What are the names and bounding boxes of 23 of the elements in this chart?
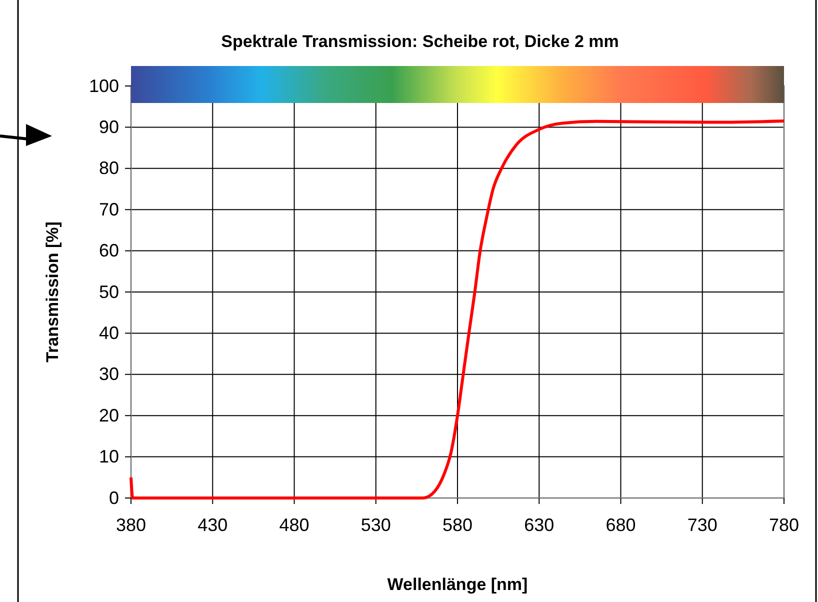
y-tick-label: 100 [88, 76, 119, 96]
y-tick-label: 40 [98, 322, 119, 343]
x-tick-label: 780 [768, 514, 800, 535]
y-tick-label: 70 [98, 199, 119, 220]
y-tick-label: 20 [98, 405, 119, 426]
x-tick-label: 430 [198, 514, 228, 535]
y-tick-label: 50 [98, 282, 119, 302]
y-tick-label: 10 [98, 446, 119, 467]
y-tick-label: 30 [98, 364, 119, 384]
y-tick-label: 90 [98, 116, 119, 137]
x-tick-label: 630 [524, 514, 554, 535]
x-axis-title: Wellenlänge [nm] [387, 575, 528, 594]
x-tick-label: 580 [442, 514, 473, 535]
y-tick-label: 0 [108, 488, 119, 508]
y-axis-title: Transmission [%] [43, 222, 62, 362]
x-tick-label: 680 [606, 514, 636, 535]
chart-title: Spektrale Transmission: Scheibe rot, Dicke 2 mm [221, 32, 619, 51]
x-tick-label: 380 [116, 514, 146, 535]
x-tick-label: 530 [360, 514, 391, 535]
y-tick-label: 60 [98, 240, 119, 261]
x-tick-label: 730 [687, 514, 718, 535]
y-tick-label: 80 [98, 158, 119, 178]
x-tick-label: 480 [279, 514, 310, 535]
